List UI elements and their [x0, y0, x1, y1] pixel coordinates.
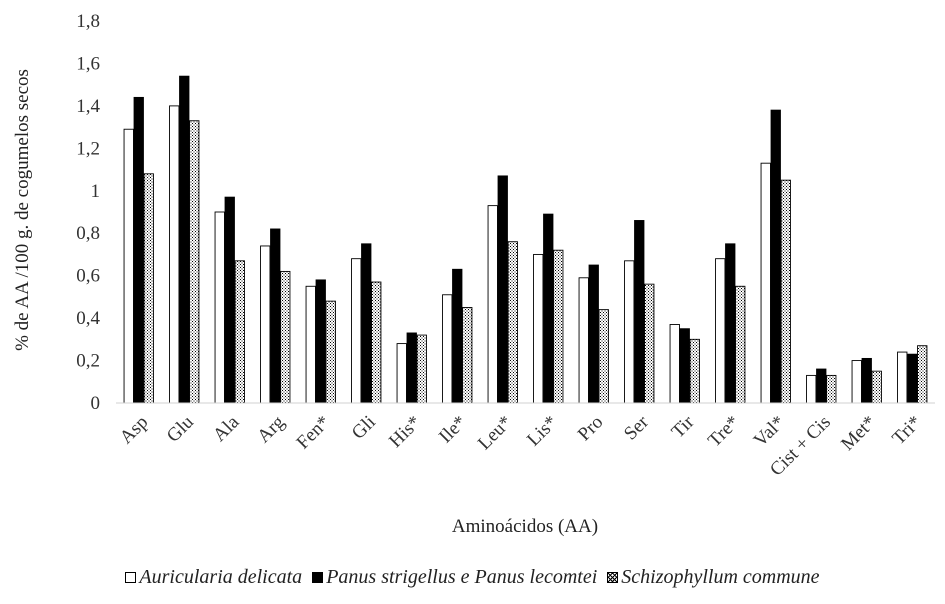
bar-arg-series-2: [270, 228, 281, 404]
bar-tre-series-3: [735, 285, 746, 404]
bar-lis-series-1: [533, 253, 544, 404]
y-tick-label: 0: [91, 393, 101, 414]
bar-his-series-3: [416, 334, 427, 404]
bar-ser-series-2: [634, 220, 645, 404]
bar-arg-series-3: [280, 270, 291, 404]
bar-fen-series-3: [325, 300, 336, 404]
y-tick-label: 1,4: [76, 96, 100, 117]
x-tick-label: Fen*: [293, 412, 335, 454]
x-tick-label: Pro: [574, 412, 608, 446]
bar-ile-series-1: [442, 294, 453, 404]
bar-fen-series-2: [315, 279, 326, 404]
bar-tir-series-3: [689, 338, 700, 404]
bar-his-series-1: [396, 343, 407, 404]
y-tick-label: 0,4: [76, 308, 100, 329]
bar-val-series-2: [770, 109, 781, 404]
x-axis-label: Aminoácidos (AA): [452, 516, 598, 537]
bar-glu-series-1: [169, 105, 180, 404]
x-tick-label: Ala: [209, 411, 244, 446]
x-tick-label: Tri*: [888, 412, 926, 450]
bar-ser-series-3: [644, 283, 655, 404]
bar-tre-series-2: [725, 243, 736, 404]
x-tick-label: Tre*: [704, 412, 744, 452]
bar-cist-cis-series-2: [816, 368, 827, 404]
y-tick-label: 0,2: [76, 351, 100, 372]
bar-ile-series-3: [462, 307, 473, 404]
bar-tir-series-2: [679, 328, 690, 404]
bar-tri-series-2: [907, 353, 918, 404]
bar-arg-series-1: [260, 245, 271, 404]
legend-swatch: [125, 572, 137, 583]
y-axis-label: % de AA /100 g. de cogumelos secos: [12, 69, 33, 351]
y-tick-label: 0,8: [76, 223, 100, 244]
legend-label: Panus strigellus e Panus lecomtei: [326, 566, 598, 588]
y-tick-label: 1,6: [76, 53, 100, 74]
legend-label: Schizophyllum commune: [621, 566, 820, 588]
x-tick-label: Glu: [163, 411, 198, 446]
bar-lis-series-2: [543, 213, 554, 404]
bar-ser-series-1: [624, 260, 635, 404]
bar-glu-series-3: [189, 120, 200, 404]
legend-item-series-1: Auricularia delicata: [125, 566, 302, 589]
bar-gli-series-2: [361, 243, 372, 404]
x-tick-label: Ile*: [435, 412, 471, 448]
x-tick-label: Val*: [750, 412, 789, 451]
x-axis-ticks: Asp Glu Ala Arg Fen* Gli His* Ile* Leu* Lis* Pro Se…: [116, 411, 926, 480]
bar-glu-series-2: [179, 75, 190, 404]
bar-ile-series-2: [452, 268, 463, 404]
y-tick-label: 1,8: [76, 11, 100, 32]
x-tick-label: Leu*: [474, 412, 516, 454]
bar-val-series-3: [780, 179, 791, 404]
bar-pro-series-1: [578, 277, 589, 404]
x-tick-label: Asp: [116, 412, 153, 449]
bar-cist-cis-series-1: [806, 374, 817, 404]
legend-swatch: [607, 572, 619, 583]
legend-item-series-2: Panus strigellus e Panus lecomtei: [312, 566, 597, 589]
x-tick-label: Lis*: [523, 412, 562, 451]
y-tick-label: 0,6: [76, 266, 100, 287]
x-tick-label: Tir: [668, 411, 699, 442]
bar-pro-series-3: [598, 309, 609, 404]
x-tick-label: Ser: [620, 411, 653, 444]
bar-tri-series-3: [917, 345, 928, 404]
bar-asp-series-1: [123, 128, 134, 404]
bar-ala-series-3: [234, 260, 245, 404]
bar-cist-cis-series-3: [826, 374, 837, 404]
bar-val-series-1: [760, 162, 771, 404]
bar-tre-series-1: [715, 258, 726, 404]
bar-met-series-1: [851, 360, 862, 404]
bar-met-series-3: [871, 370, 882, 404]
legend-swatch: [312, 572, 324, 583]
y-tick-label: 1,2: [76, 138, 100, 159]
bar-leu-series-1: [487, 205, 498, 404]
bar-leu-series-2: [497, 175, 508, 404]
bars: [123, 75, 928, 404]
bar-fen-series-1: [305, 285, 316, 404]
bar-tir-series-1: [669, 324, 680, 404]
legend: Auricularia delicata Panus strigellus e P…: [0, 566, 945, 589]
x-tick-label: Gli: [348, 412, 380, 444]
bar-met-series-2: [861, 357, 872, 404]
bar-leu-series-3: [507, 241, 518, 404]
y-tick-label: 1: [91, 181, 101, 202]
bar-tri-series-1: [897, 351, 908, 404]
bar-gli-series-3: [371, 281, 382, 404]
bar-ala-series-2: [224, 196, 235, 404]
legend-item-series-3: Schizophyllum commune: [607, 566, 820, 589]
bar-gli-series-1: [351, 258, 362, 404]
legend-label: Auricularia delicata: [139, 566, 303, 588]
x-tick-label: His*: [385, 412, 425, 452]
bar-ala-series-1: [214, 211, 225, 404]
bar-his-series-2: [406, 332, 417, 404]
x-tick-label: Arg: [253, 411, 289, 447]
y-axis-ticks: 0 0,2 0,4 0,6 0,8 1 1,2 1,4 1,6 1,8: [76, 11, 100, 414]
bar-asp-series-2: [133, 96, 144, 404]
bar-lis-series-3: [553, 249, 564, 404]
bar-pro-series-2: [588, 264, 599, 404]
bar-asp-series-3: [143, 173, 154, 404]
x-tick-label: Met*: [837, 412, 880, 455]
